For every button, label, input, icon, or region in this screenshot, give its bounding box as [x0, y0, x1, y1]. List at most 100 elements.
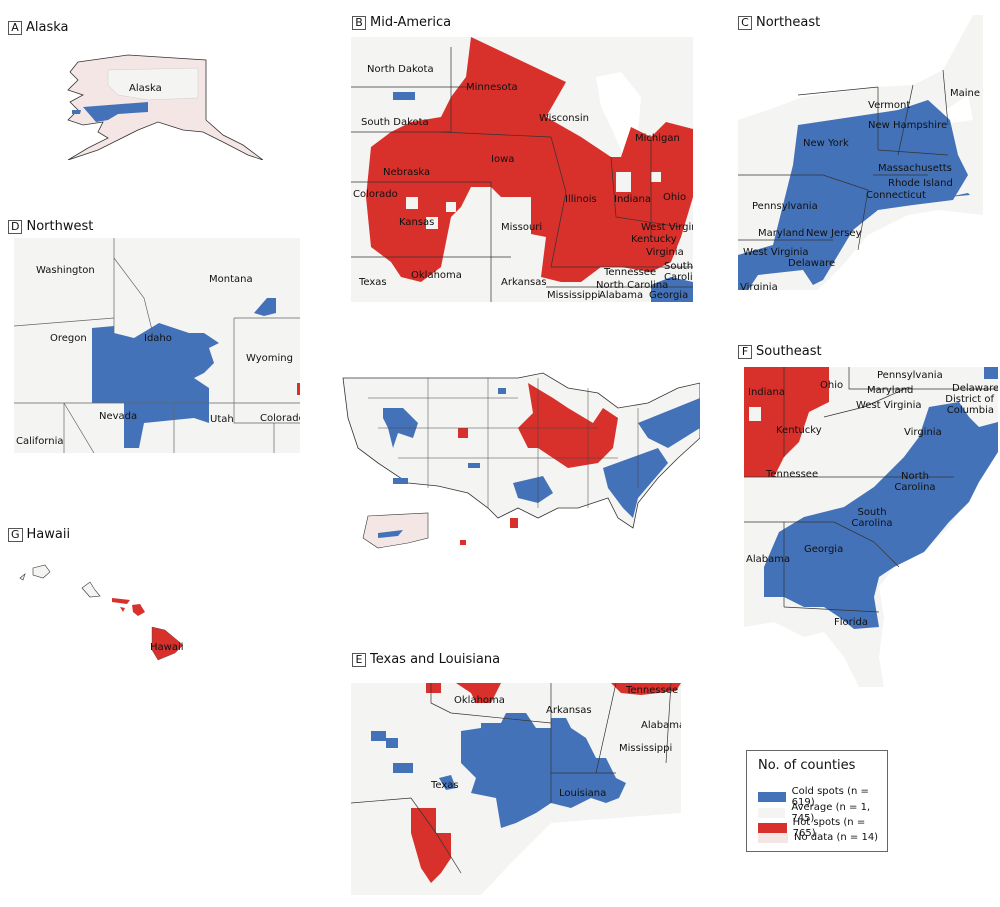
us-overview-map-shape [342, 372, 701, 549]
state-label-minnesota: Minnesota [466, 82, 518, 93]
state-label-montana: Montana [209, 274, 253, 285]
state-label-illinois: Illinois [565, 194, 597, 205]
panel-letter: B [352, 15, 366, 30]
state-label-west-virginia: West Virginia [856, 400, 922, 411]
state-label-alabama: Alabama [746, 554, 791, 565]
state-label-kansas: Kansas [399, 217, 435, 228]
state-label-nebraska: Nebraska [383, 167, 431, 178]
state-label-south-carolina: South Carolina [851, 507, 893, 529]
state-label-california: California [16, 436, 64, 447]
state-label-south-carolina: South Carolina [664, 261, 693, 283]
state-label-mississippi: Mississippi [619, 743, 673, 754]
legend-label: Cold spots (n = 619) [791, 786, 869, 808]
legend-item-average: Average (n = 1, 745) [758, 802, 887, 824]
panel-a-title: A Alaska [8, 20, 69, 35]
legend-item-cold-spots: Cold spots (n = 619) [758, 786, 887, 808]
state-label-virginia: Virginia [646, 247, 684, 258]
mid-america-map-shape [351, 37, 693, 302]
state-label-dc: District of Columbia [945, 394, 994, 416]
state-label-indiana: Indiana [748, 387, 786, 398]
legend-swatch-hot [758, 823, 787, 833]
northeast-map-shape [738, 15, 983, 290]
state-label-maryland: Maryland [867, 385, 914, 396]
panel-letter: E [352, 652, 366, 667]
panel-title-text: Texas and Louisiana [370, 652, 501, 667]
state-label-kentucky: Kentucky [776, 425, 822, 436]
panel-letter: D [8, 219, 23, 234]
state-label-maryland: Maryland [758, 228, 805, 239]
state-label-wisconsin: Wisconsin [539, 113, 589, 124]
state-label-arkansas: Arkansas [546, 705, 592, 716]
panel-d-title: D Northwest [8, 219, 93, 234]
state-label-wyoming: Wyoming [246, 353, 293, 364]
state-label-oregon: Oregon [50, 333, 87, 344]
panel-title-text: Southeast [756, 344, 822, 359]
legend-item-no-data: No data (n = 14) [758, 832, 878, 843]
map-northeast: Maine Vermont New Hampshire New York Mas… [738, 15, 983, 290]
state-label-hawaii: Hawaii [150, 642, 184, 653]
state-label-new-york: New York [803, 138, 849, 149]
state-label-south-dakota: South Dakota [361, 117, 429, 128]
state-label-utah: Utah [210, 414, 234, 425]
panel-title-text: Mid-America [370, 15, 452, 30]
state-label-virginia: Virginia [904, 427, 942, 438]
state-label-pennsylvania: Pennsylvania [877, 370, 943, 381]
state-label-pennsylvania: Pennsylvania [752, 201, 818, 212]
state-label-tennessee: Tennessee [626, 685, 679, 696]
legend-swatch-nodata [758, 832, 788, 843]
panel-title-text: Northwest [26, 219, 94, 234]
panel-letter: G [8, 527, 23, 542]
state-label-ohio: Ohio [663, 192, 687, 203]
map-northwest: Washington Montana Oregon Idaho Wyoming … [14, 238, 300, 453]
state-label-west-virginia: West Virginia [641, 222, 693, 233]
state-label-colorado: Colorado [260, 413, 300, 424]
map-mid-america: North Dakota Minnesota South Dakota Wisc… [351, 37, 693, 302]
texas-louisiana-map-shape [351, 683, 681, 895]
map-texas-louisiana: Oklahoma Arkansas Tennessee Alabama Miss… [351, 683, 681, 895]
map-alaska: Alaska [8, 50, 264, 161]
state-label-florida: Florida [834, 617, 869, 628]
state-label-washington: Washington [36, 265, 95, 276]
state-label-north-carolina: North Carolina [894, 471, 936, 493]
panel-title-text: Alaska [26, 20, 69, 35]
panel-letter: C [738, 15, 752, 30]
state-label-tennessee: Tennessee [766, 469, 819, 480]
map-southeast: Pennsylvania Ohio Maryland Delaware Indi… [744, 367, 998, 687]
panel-letter: F [738, 344, 752, 359]
state-label-kentucky: Kentucky [631, 234, 677, 245]
map-hawaii: Hawaii [15, 560, 215, 670]
northwest-map-shape [14, 238, 300, 453]
legend-label: Average (n = 1, 745) [791, 802, 871, 824]
state-label-iowa: Iowa [491, 154, 515, 165]
state-label-virginia: Virginia [740, 282, 778, 290]
panel-f-title: F Southeast [738, 344, 822, 359]
legend-item-hot-spots: Hot spots (n = 765) [758, 817, 887, 839]
state-label-georgia: Georgia [649, 290, 689, 301]
state-label-maine: Maine [950, 88, 981, 99]
state-label-massachusetts: Massachusetts [878, 163, 952, 174]
state-label-vermont: Vermont [868, 100, 911, 111]
state-label-georgia: Georgia [804, 544, 844, 555]
state-label-oklahoma: Oklahoma [454, 695, 505, 706]
southeast-map-shape [744, 367, 998, 687]
legend-label: Hot spots (n = 765) [792, 817, 866, 839]
state-label-michigan: Michigan [635, 133, 680, 144]
state-label-west-virginia: West Virginia [743, 247, 809, 258]
state-label-alaska: Alaska [129, 83, 162, 94]
panel-c-title-overlay: C Northeast [738, 15, 821, 30]
state-label-new-jersey: New Jersey [806, 228, 862, 239]
state-label-connecticut: Connecticut [866, 190, 926, 201]
state-label-new-hampshire: New Hampshire [868, 120, 948, 131]
alaska-map-shape [67, 54, 264, 161]
state-label-mississippi: Mississippi [547, 290, 601, 301]
map-legend: No. of counties Cold spots (n = 619) Ave… [746, 750, 888, 852]
state-label-nevada: Nevada [99, 411, 138, 422]
legend-title: No. of counties [758, 758, 856, 773]
state-label-texas: Texas [431, 780, 459, 791]
panel-b-title: B Mid-America [352, 15, 451, 30]
panel-g-title: G Hawaii [8, 527, 70, 542]
state-label-alabama: Alabama [641, 720, 681, 731]
state-label-ohio: Ohio [820, 380, 844, 391]
state-label-north-carolina: North Carolina [596, 280, 669, 291]
state-label-louisiana: Louisiana [559, 788, 607, 799]
